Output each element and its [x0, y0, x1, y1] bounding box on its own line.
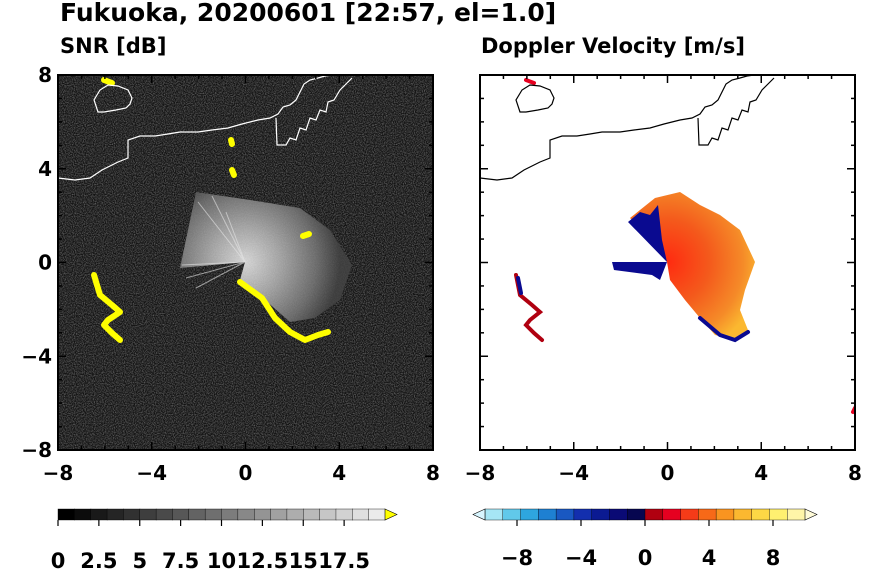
snr-x-tick-label: −8	[43, 461, 74, 485]
snr-x-tick-label: 0	[239, 461, 253, 485]
snr-colorbar-swatch	[57, 508, 75, 521]
doppler-colorbar-swatch	[644, 508, 664, 521]
doppler-colorbar-swatch	[627, 508, 646, 521]
doppler-colorbar-swatch	[769, 508, 788, 521]
snr-colorbar-swatch	[172, 508, 190, 521]
snr-echo-sector	[180, 192, 352, 322]
doppler-colorbar-swatch	[538, 508, 557, 521]
doppler-negative-echo	[612, 205, 667, 280]
snr-axes: −8 −4 0 4 8 8 4 0 −4 −8	[21, 63, 440, 485]
doppler-colorbar-label: 4	[702, 546, 717, 570]
doppler-x-tick-label: −4	[558, 461, 589, 485]
snr-colorbar-swatch	[204, 508, 222, 521]
snr-colorbar-swatch	[139, 508, 157, 521]
snr-plot	[58, 75, 433, 450]
snr-colorbar-swatch	[106, 508, 124, 521]
snr-y-tick-label: 8	[38, 63, 52, 87]
snr-colorbar-swatch	[286, 508, 304, 521]
snr-y-tick-label: 4	[38, 157, 52, 181]
snr-y-tick-label: −4	[21, 344, 52, 368]
doppler-x-tick-label: 4	[754, 461, 768, 485]
snr-colorbar: 0 2.5 5 7.5 10 12.5 15 17.5	[51, 508, 398, 570]
snr-echo-spokes	[181, 195, 246, 289]
doppler-x-tick-label: −8	[465, 461, 496, 485]
doppler-colorbar-swatch	[698, 508, 717, 521]
snr-x-tick-label: 8	[426, 461, 440, 485]
doppler-colorbar-swatch	[609, 508, 628, 521]
snr-colorbar-swatch	[303, 508, 321, 521]
doppler-coastline	[480, 75, 775, 181]
snr-colorbar-label: 5	[132, 549, 147, 570]
snr-colorbar-extend	[384, 508, 398, 521]
doppler-x-tick-label: 8	[848, 461, 862, 485]
doppler-colorbar-swatch	[484, 508, 504, 521]
doppler-colorbar-label: 8	[766, 546, 781, 570]
snr-colorbar-swatch	[352, 508, 370, 521]
doppler-colorbar: −8 −4 0 4 8	[472, 508, 818, 570]
snr-colorbar-swatch	[237, 508, 255, 521]
snr-colorbar-swatch	[74, 508, 92, 521]
snr-colorbar-label: 2.5	[80, 549, 117, 570]
snr-y-tick-label: −8	[21, 438, 52, 462]
doppler-x-tick-label: 0	[661, 461, 675, 485]
doppler-colorbar-extend-low	[472, 508, 486, 521]
snr-colorbar-swatch	[270, 508, 288, 521]
snr-colorbar-label: 12.5	[236, 549, 288, 570]
snr-colorbar-label: 17.5	[318, 549, 370, 570]
doppler-colorbar-swatch	[591, 508, 610, 521]
doppler-colorbar-swatch	[733, 508, 753, 521]
doppler-colorbar-swatch	[555, 508, 575, 521]
snr-colorbar-label: 7.5	[162, 549, 199, 570]
snr-colorbar-swatch	[155, 508, 173, 521]
doppler-plot	[480, 75, 855, 450]
snr-colorbar-swatch	[319, 508, 337, 521]
snr-colorbar-swatch	[253, 508, 272, 521]
snr-colorbar-swatch	[123, 508, 141, 521]
doppler-colorbar-swatch	[662, 508, 682, 521]
doppler-colorbar-swatch	[573, 508, 593, 521]
snr-coastline	[58, 75, 353, 181]
doppler-colorbar-label: 0	[638, 546, 653, 570]
snr-colorbar-swatch	[335, 508, 353, 521]
doppler-colorbar-swatch	[520, 508, 539, 521]
doppler-colorbar-swatch	[751, 508, 770, 521]
snr-colorbar-swatch	[368, 508, 386, 521]
snr-x-tick-label: −4	[136, 461, 167, 485]
doppler-colorbar-label: −4	[565, 546, 597, 570]
doppler-axes: −8 −4 0 4 8	[465, 74, 862, 485]
doppler-colorbar-extend-high	[804, 508, 818, 521]
snr-colorbar-label: 10	[207, 549, 236, 570]
doppler-colorbar-swatch	[502, 508, 522, 521]
doppler-colorbar-label: −8	[501, 546, 533, 570]
doppler-colorbar-swatch	[680, 508, 699, 521]
doppler-colorbar-swatch	[715, 508, 735, 521]
snr-colorbar-label: 15	[289, 549, 318, 570]
doppler-colorbar-swatch	[787, 508, 806, 521]
snr-colorbar-swatch	[221, 508, 239, 521]
snr-colorbar-swatch	[90, 508, 108, 521]
doppler-panel-title: Doppler Velocity [m/s]	[481, 34, 745, 58]
snr-colorbar-swatch	[188, 508, 206, 521]
doppler-echo-sector	[630, 192, 755, 340]
snr-colorbar-label: 0	[51, 549, 66, 570]
figure-title: Fukuoka, 20200601 [22:57, el=1.0]	[60, 0, 557, 27]
snr-y-tick-label: 0	[38, 251, 52, 275]
snr-panel-title: SNR [dB]	[60, 34, 167, 58]
snr-x-tick-label: 4	[332, 461, 346, 485]
snr-yellow-highlights	[91, 77, 331, 343]
